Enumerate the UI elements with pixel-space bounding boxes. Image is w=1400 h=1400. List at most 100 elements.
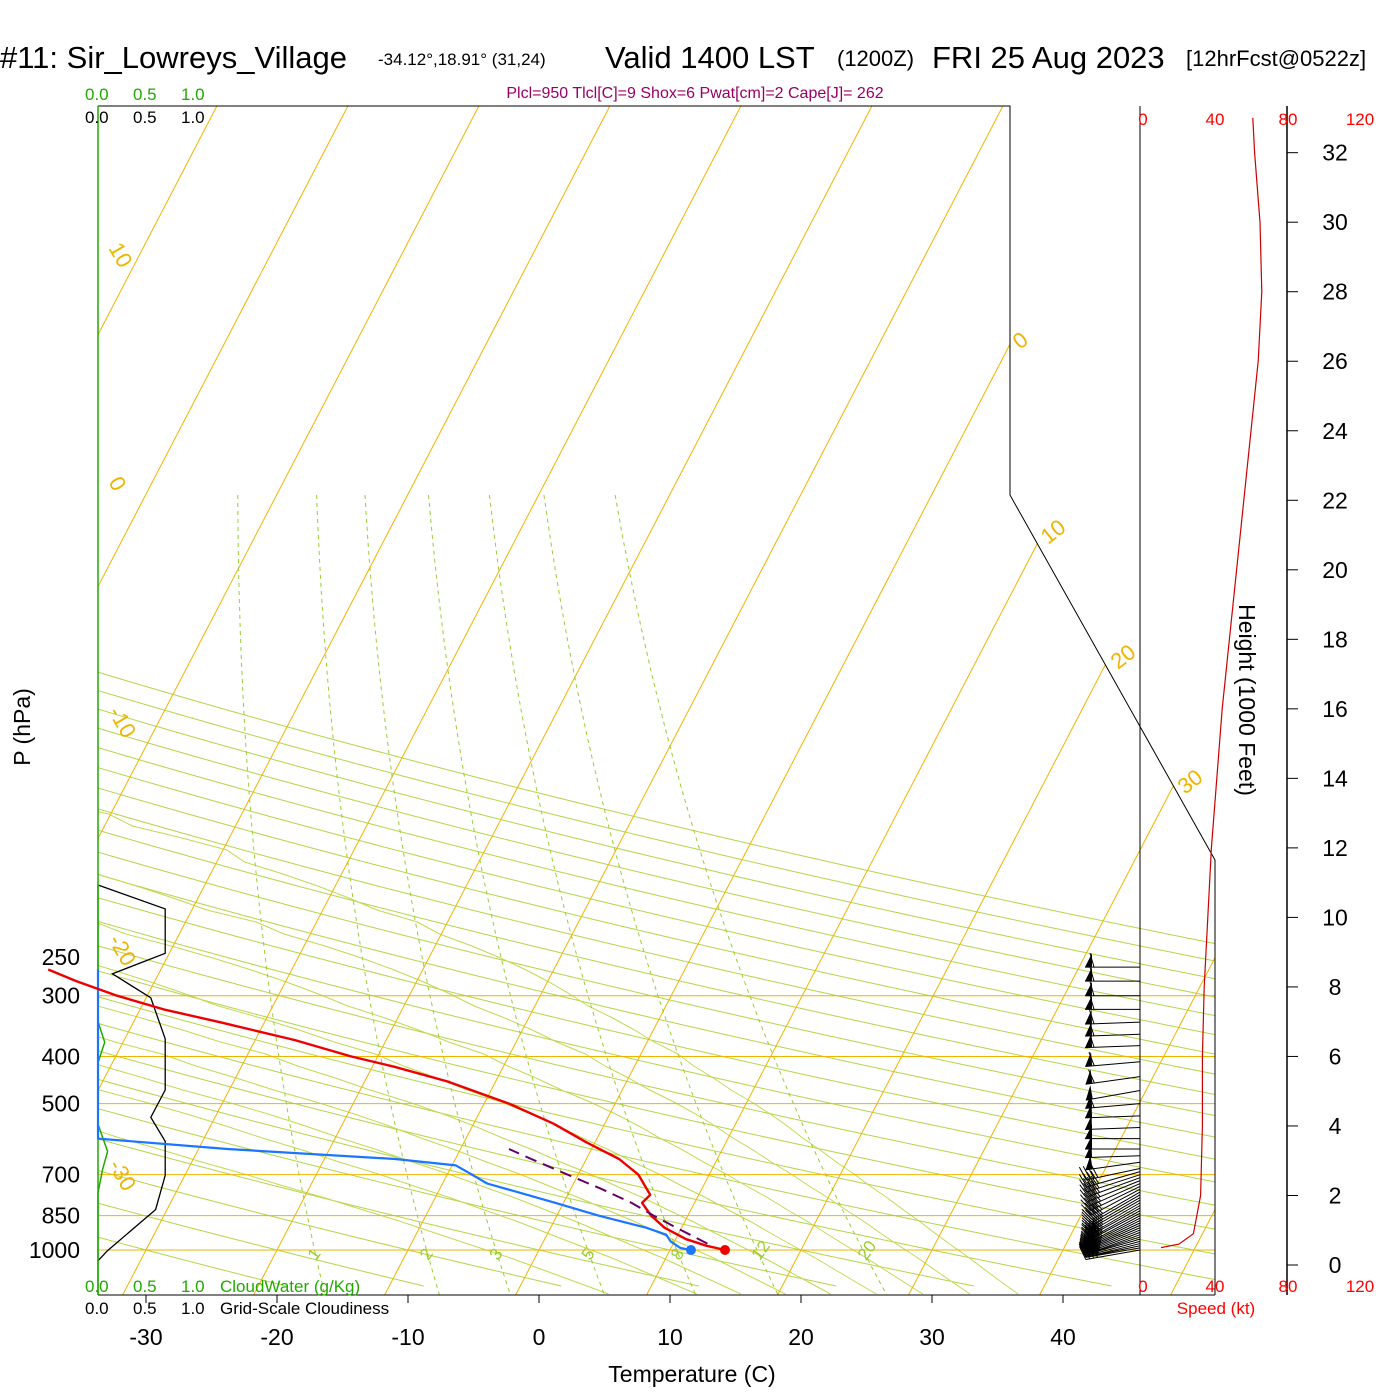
wind-barb-feather: [1081, 1222, 1093, 1234]
y-axis-title: P (hPa): [9, 688, 35, 766]
wind-barb-staff: [1088, 1234, 1141, 1254]
wind-barb-feather: [1091, 1194, 1102, 1206]
wind-barb-staff: [1089, 1224, 1141, 1249]
height-tick-label: 22: [1322, 487, 1348, 513]
moist-adiabat: [98, 106, 971, 1295]
wind-barb-staff: [1091, 1215, 1141, 1242]
wind-barb-feather: [1078, 1244, 1088, 1258]
dry-adiabat: [98, 106, 1215, 1287]
x-tick-label: 10: [657, 1324, 683, 1350]
isotherm: [98, 106, 480, 1295]
wind-barb-feather: [1079, 1241, 1089, 1254]
isotherm: [908, 106, 1215, 1295]
wind-barb-feather: [1089, 995, 1095, 1010]
dry-adiabat: [98, 106, 1215, 1287]
speed-top-tick-0: 0: [1138, 110, 1147, 129]
moist-adiabat: [98, 106, 877, 1295]
wind-barb-staff: [1088, 1177, 1141, 1197]
cloudiness-tick-0: 0.0: [85, 108, 109, 127]
height-tick-label: 2: [1329, 1182, 1342, 1208]
moist-adiabat: [98, 106, 1019, 1295]
wind-barb-feather: [1079, 1179, 1089, 1192]
wind-barb-feather: [1080, 1232, 1092, 1244]
height-tick-label: 18: [1322, 626, 1348, 652]
x-tick-label: 20: [788, 1324, 814, 1350]
wind-barb-staff: [1091, 1210, 1141, 1238]
cloudiness-tick-1: 0.5: [133, 108, 157, 127]
wind-barb-staff: [1086, 1171, 1141, 1188]
wind-barb-feather: [1090, 1175, 1100, 1189]
wind-barb-feather: [1079, 1184, 1089, 1197]
height-tick-label: 24: [1322, 418, 1348, 444]
wind-barb-pennant: [1085, 1069, 1093, 1085]
pressure-tick-label: 300: [42, 983, 80, 1009]
wind-barb-staff: [1090, 1185, 1141, 1211]
station-coords: -34.12°,18.91° (31,24): [378, 50, 546, 69]
dry-adiabat: [98, 106, 1215, 1287]
wind-barb-staff: [1089, 1222, 1141, 1247]
wind-barb-pennant: [1085, 981, 1092, 996]
pressure-tick-label: 700: [42, 1162, 80, 1188]
dry-adiabat: [98, 106, 1215, 1287]
wind-barb-feather: [1082, 1166, 1091, 1180]
dry-adiabat: [98, 106, 1215, 1287]
wind-barb-feather: [1084, 1230, 1095, 1242]
height-tick-label: 30: [1322, 209, 1348, 235]
wind-barb-pennant: [1085, 995, 1092, 1010]
wind-barb-feather: [1090, 1189, 1102, 1202]
wind-barb-staff: [1088, 1231, 1141, 1253]
dry-adiabat: [98, 106, 1215, 1287]
wind-barb-feather: [1087, 1191, 1098, 1203]
wind-barb-feather: [1087, 1195, 1099, 1208]
wind-barb-feather: [1079, 1238, 1090, 1251]
wind-barb-feather: [1091, 1198, 1103, 1210]
wind-barb-staff: [1087, 1236, 1141, 1255]
height-tick-label: 32: [1322, 140, 1348, 166]
grid-layer: [98, 106, 1215, 1295]
wind-barb-feather: [1089, 1009, 1095, 1024]
dry-adiabat: [98, 106, 1215, 1287]
wind-barb-staff: [1092, 1199, 1141, 1229]
wind-barb-staff: [1092, 1194, 1141, 1223]
wind-barb-pennant: [1085, 967, 1092, 982]
speed-bottom-tick-0: 0: [1138, 1277, 1147, 1296]
speed-bottom-tick-1: 40: [1206, 1277, 1225, 1296]
forecast-run: [12hrFcst@0522z]: [1186, 46, 1366, 71]
dry-adiabat: [98, 106, 1215, 1287]
isotherm: [515, 106, 1135, 1295]
isotherm: [98, 106, 349, 1295]
height-tick-label: 20: [1322, 557, 1348, 583]
cloudwater-bottom-tick-2: 1.0: [181, 1277, 205, 1296]
height-tick-label: 0: [1329, 1252, 1342, 1278]
x-axis-title: Temperature (C): [608, 1361, 775, 1387]
cloudwater-tick-2: 1.0: [181, 85, 205, 104]
isotherm: [777, 106, 1215, 1295]
isotherm: [384, 106, 1004, 1295]
dry-adiabat: [98, 106, 975, 1287]
wind-barb-pennant: [1085, 1085, 1093, 1101]
isotherm-label: 0: [104, 472, 132, 495]
wind-barb-staff: [1085, 1076, 1141, 1085]
isotherm: [1039, 106, 1215, 1295]
wind-barb-staff: [1092, 1197, 1141, 1226]
wind-barb-staff: [1092, 1205, 1141, 1234]
wind-barb-feather: [1080, 1236, 1091, 1249]
wind-barb-feather: [1083, 1183, 1093, 1196]
wind-barb-staff: [1085, 1161, 1141, 1171]
wind-barb-feather: [1089, 981, 1095, 996]
wind-barb-feather: [1084, 1202, 1096, 1214]
wind-barb-feather: [1078, 1166, 1087, 1181]
dry-adiabat: [98, 106, 1215, 1287]
height-tick-label: 28: [1322, 279, 1348, 305]
pressure-tick-label: 500: [42, 1091, 80, 1117]
wind-barb-staff: [1086, 1240, 1141, 1257]
wind-barb-feather: [1081, 1224, 1093, 1236]
wind-barb-feather: [1079, 1240, 1090, 1253]
zulu-time: (1200Z): [837, 46, 914, 71]
wind-barb-feather: [1080, 1199, 1091, 1211]
plot-frame: [98, 105, 1216, 1295]
mixing-ratio-line: [543, 494, 779, 1295]
isotherm: [1170, 106, 1215, 1295]
